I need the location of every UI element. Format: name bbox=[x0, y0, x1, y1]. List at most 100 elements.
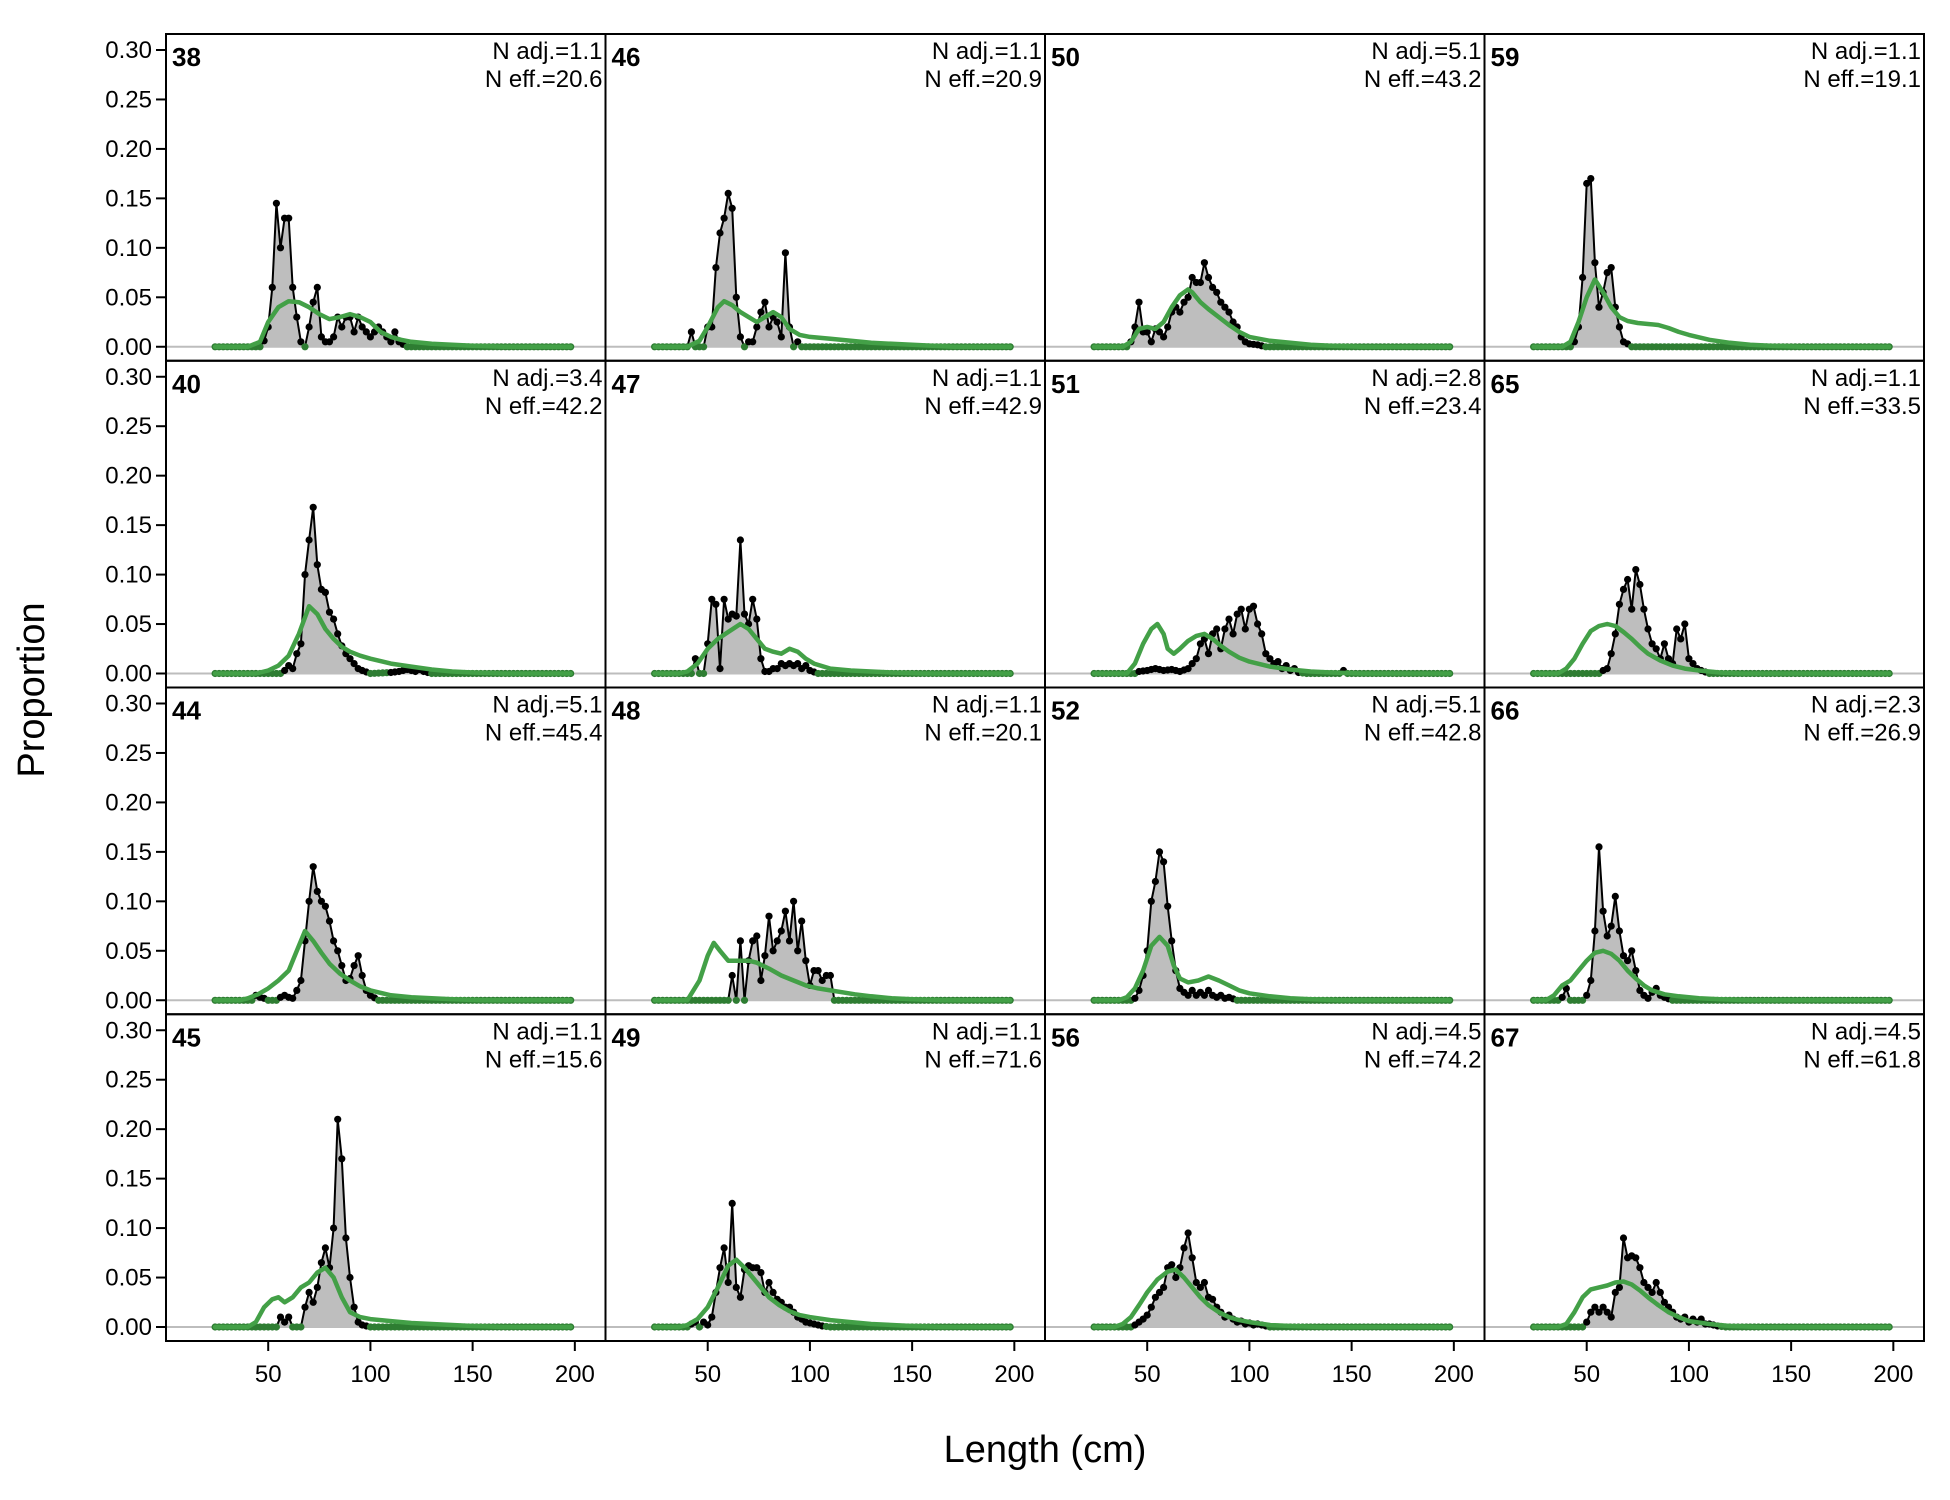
observed-point bbox=[305, 536, 313, 544]
observed-point bbox=[276, 244, 285, 252]
observed-point bbox=[740, 996, 749, 1004]
observed-point bbox=[732, 996, 740, 1004]
observed-point bbox=[297, 640, 305, 648]
observed-point bbox=[1607, 922, 1615, 930]
n-adj-label: N adj.=4.5 bbox=[1811, 1018, 1921, 1045]
observed-point bbox=[1164, 323, 1172, 331]
observed-point bbox=[309, 298, 317, 306]
observed-point bbox=[330, 1224, 338, 1232]
observed-point bbox=[1611, 1288, 1619, 1296]
n-eff-label: N eff.=74.2 bbox=[1364, 1046, 1482, 1073]
observed-point bbox=[1656, 1288, 1664, 1296]
observed-point bbox=[1147, 897, 1155, 905]
observed-area bbox=[215, 203, 571, 347]
panel-56: 56 N adj.=4.5N eff.=74.2 bbox=[1045, 1018, 1485, 1331]
observed-point bbox=[1611, 630, 1619, 638]
x-tick-label: 100 bbox=[790, 1361, 830, 1388]
observed-point bbox=[708, 595, 716, 603]
observed-point bbox=[346, 1273, 354, 1282]
observed-point bbox=[728, 1199, 736, 1207]
observed-point bbox=[716, 1264, 724, 1272]
observed-point bbox=[773, 318, 781, 326]
observed-point bbox=[1221, 303, 1229, 311]
observed-point bbox=[334, 1115, 342, 1123]
y-tick-label: 0.20 bbox=[105, 1116, 152, 1143]
observed-point bbox=[1632, 566, 1640, 574]
observed-point bbox=[1155, 848, 1164, 856]
panel-52: 52 N adj.=5.1N eff.=42.8 bbox=[1045, 692, 1485, 1004]
y-tick-label: 0.25 bbox=[105, 740, 152, 767]
observed-point bbox=[1143, 1311, 1151, 1319]
observed-point bbox=[773, 665, 781, 673]
observed-point bbox=[330, 937, 338, 945]
observed-point bbox=[1628, 947, 1636, 955]
observed-point bbox=[366, 333, 374, 341]
observed-point bbox=[1188, 986, 1196, 995]
observed-point bbox=[350, 1303, 358, 1311]
observed-point bbox=[1213, 625, 1221, 633]
observed-point bbox=[301, 343, 309, 351]
n-eff-label: N eff.=61.8 bbox=[1803, 1046, 1921, 1073]
x-tick-label: 50 bbox=[1573, 1361, 1600, 1388]
observed-point bbox=[765, 323, 773, 331]
observed-point bbox=[732, 1283, 740, 1291]
y-tick-label: 0.05 bbox=[105, 284, 152, 311]
observed-point bbox=[761, 952, 769, 960]
observed-point bbox=[736, 333, 745, 341]
y-tick-label: 0.30 bbox=[105, 691, 152, 718]
y-tick-label: 0.10 bbox=[105, 1215, 152, 1242]
panels-layer: 38 N adj.=1.1N eff.=20.640 N adj.=3.4N eff… bbox=[166, 38, 1924, 1331]
observed-point bbox=[1200, 259, 1208, 267]
observed-point bbox=[704, 1321, 712, 1329]
x-tick-label: 50 bbox=[255, 1361, 282, 1388]
observed-point bbox=[761, 298, 769, 306]
observed-point bbox=[330, 615, 338, 623]
panel-66: 66 N adj.=2.3N eff.=26.9 bbox=[1484, 692, 1924, 1004]
x-tick-label: 200 bbox=[994, 1361, 1034, 1388]
observed-point bbox=[1204, 986, 1213, 995]
panel-label: 44 bbox=[172, 696, 201, 726]
observed-point bbox=[325, 917, 334, 925]
observed-point bbox=[391, 328, 399, 336]
panel-48: 48 N adj.=1.1N eff.=20.1 bbox=[605, 692, 1045, 1004]
observed-point bbox=[1636, 986, 1644, 995]
observed-point bbox=[1595, 1308, 1603, 1316]
axes-layer: 0.00 0.05 0.10 0.15 0.20 0.25 0.30 0.00 0.05 0.10… bbox=[105, 33, 1925, 1388]
n-adj-label: N adj.=1.1 bbox=[1811, 38, 1921, 65]
observed-point bbox=[1636, 1264, 1644, 1272]
x-tick-label: 50 bbox=[694, 1361, 721, 1388]
panel-label: 51 bbox=[1051, 369, 1080, 399]
y-tick-label: 0.00 bbox=[105, 661, 152, 688]
observed-point bbox=[1254, 620, 1262, 628]
observed-point bbox=[794, 660, 802, 668]
observed-point bbox=[325, 608, 334, 616]
n-adj-label: N adj.=1.1 bbox=[932, 38, 1042, 65]
observed-point bbox=[1681, 620, 1689, 628]
n-adj-label: N adj.=1.1 bbox=[492, 38, 602, 65]
x-tick-label: 150 bbox=[1332, 1361, 1372, 1388]
observed-point bbox=[297, 1323, 305, 1331]
observed-point bbox=[1229, 318, 1237, 326]
observed-point bbox=[1217, 298, 1225, 306]
panel-label: 40 bbox=[172, 369, 201, 399]
observed-point bbox=[1583, 1318, 1591, 1326]
observed-point bbox=[1624, 957, 1632, 965]
observed-point bbox=[1274, 658, 1282, 666]
observed-point bbox=[724, 996, 732, 1004]
expected-line bbox=[1091, 621, 1452, 676]
y-tick-label: 0.10 bbox=[105, 888, 152, 915]
observed-point bbox=[1192, 655, 1200, 663]
observed-point bbox=[1188, 1254, 1196, 1262]
observed-point bbox=[305, 323, 313, 331]
observed-point bbox=[1196, 1283, 1204, 1291]
y-tick-label: 0.20 bbox=[105, 136, 152, 163]
panel-40: 40 N adj.=3.4N eff.=42.2 bbox=[166, 365, 606, 678]
observed-point bbox=[1652, 1278, 1660, 1287]
n-adj-label: N adj.=5.1 bbox=[1371, 692, 1481, 719]
observed-point bbox=[1607, 650, 1615, 658]
y-tick-label: 0.15 bbox=[105, 1166, 152, 1193]
observed-point bbox=[757, 655, 765, 663]
panel-label: 47 bbox=[612, 369, 641, 399]
observed-point bbox=[1221, 625, 1229, 633]
observed-point bbox=[289, 665, 297, 673]
